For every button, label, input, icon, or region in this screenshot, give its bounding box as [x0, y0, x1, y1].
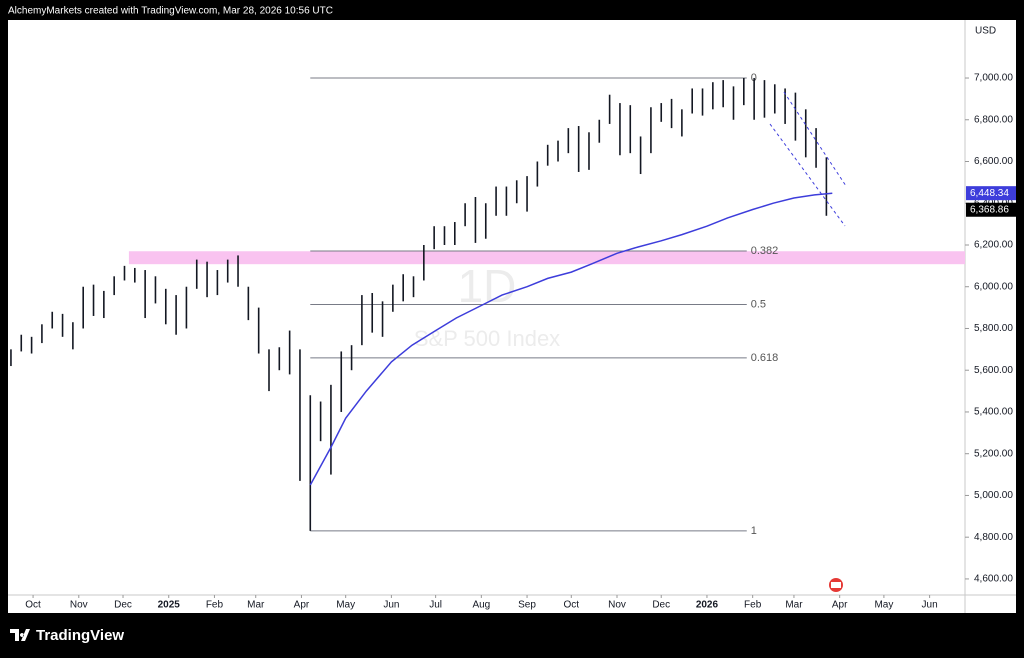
header: AlchemyMarkets created with TradingView.…	[8, 6, 333, 17]
fib-label: 0.618	[751, 352, 779, 364]
x-tick-label: Dec	[652, 600, 670, 611]
x-tick-label: Feb	[744, 600, 762, 611]
support-zone	[128, 251, 965, 265]
brand-logo	[10, 629, 30, 641]
fib-label: 0.5	[751, 298, 766, 310]
plot-area	[8, 20, 1016, 613]
y-tick-label: 5,200.00	[974, 448, 1013, 459]
trend-line	[783, 91, 847, 187]
x-tick-label: Nov	[70, 600, 88, 611]
ma-price-label: 6,448.34	[970, 188, 1009, 199]
y-tick-label: 6,000.00	[974, 281, 1013, 292]
currency: USD	[975, 26, 996, 37]
x-tick-label: Jul	[429, 600, 442, 611]
y-tick-label: 5,400.00	[974, 407, 1013, 418]
brand: TradingView	[36, 627, 124, 644]
x-tick-label: Apr	[294, 600, 310, 611]
x-tick-label: Jun	[383, 600, 399, 611]
bar-layer	[10, 78, 833, 531]
x-tick-label: Feb	[206, 600, 224, 611]
x-tick-label: Mar	[785, 600, 803, 611]
x-tick-label: Oct	[564, 600, 580, 611]
watermark-interval: 1D	[458, 260, 517, 312]
x-tick-label: 2025	[158, 600, 181, 611]
y-tick-label: 5,000.00	[974, 490, 1013, 501]
y-tick-label: 6,800.00	[974, 114, 1013, 125]
x-tick-label: Oct	[25, 600, 41, 611]
y-tick-label: 6,600.00	[974, 156, 1013, 167]
ma-price-box	[966, 186, 1016, 201]
moving-average	[309, 192, 833, 486]
x-tick-label: Jun	[922, 600, 938, 611]
x-tick-label: May	[874, 600, 893, 611]
y-tick-label: 4,600.00	[974, 574, 1013, 585]
close-price-box	[966, 202, 1016, 217]
y-tick-label: 6,200.00	[974, 240, 1013, 251]
x-tick-label: 2026	[696, 600, 719, 611]
x-tick-label: Aug	[472, 600, 490, 611]
fib-label: 0	[751, 72, 757, 84]
fib-label: 0.382	[751, 245, 779, 257]
x-tick-label: May	[336, 600, 355, 611]
y-tick-label: 5,800.00	[974, 323, 1013, 334]
fib-label: 1	[751, 525, 757, 537]
x-tick-label: Nov	[608, 600, 626, 611]
close-price-label: 6,368.86	[970, 204, 1009, 215]
x-tick-label: Dec	[114, 600, 132, 611]
x-tick-label: Mar	[247, 600, 265, 611]
flag-icon	[831, 582, 841, 588]
x-tick-label: Sep	[518, 600, 536, 611]
watermark-symbol: S&P 500 Index	[414, 326, 560, 351]
y-tick-label: 7,000.00	[974, 73, 1013, 84]
x-tick-label: Apr	[832, 600, 848, 611]
y-tick-label: 5,600.00	[974, 365, 1013, 376]
y-tick-label: 4,800.00	[974, 532, 1013, 543]
